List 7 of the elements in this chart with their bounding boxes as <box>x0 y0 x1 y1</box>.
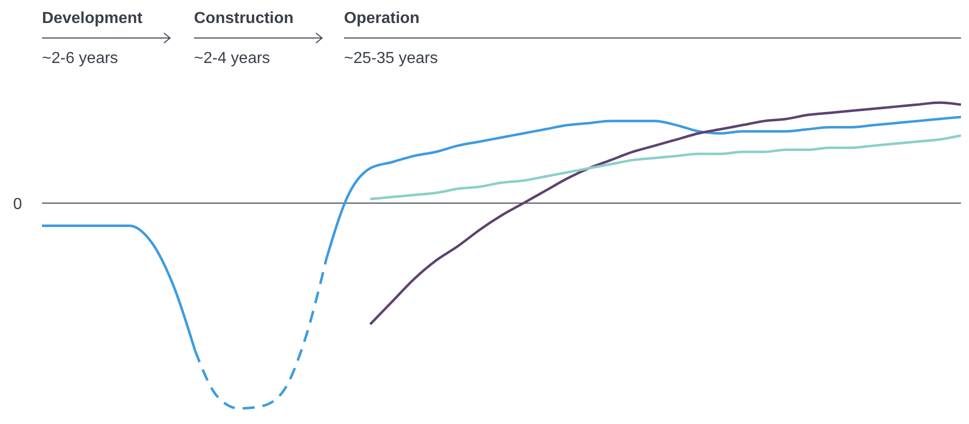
text: ~2-4 years <box>194 50 272 68</box>
text: Construction <box>194 10 295 29</box>
text: ~25-35 years <box>344 50 439 68</box>
text: Operation <box>344 10 421 29</box>
text: ~2-6 years <box>42 50 120 68</box>
text: Development <box>42 10 144 29</box>
ref-line-label: 0 <box>13 196 22 213</box>
